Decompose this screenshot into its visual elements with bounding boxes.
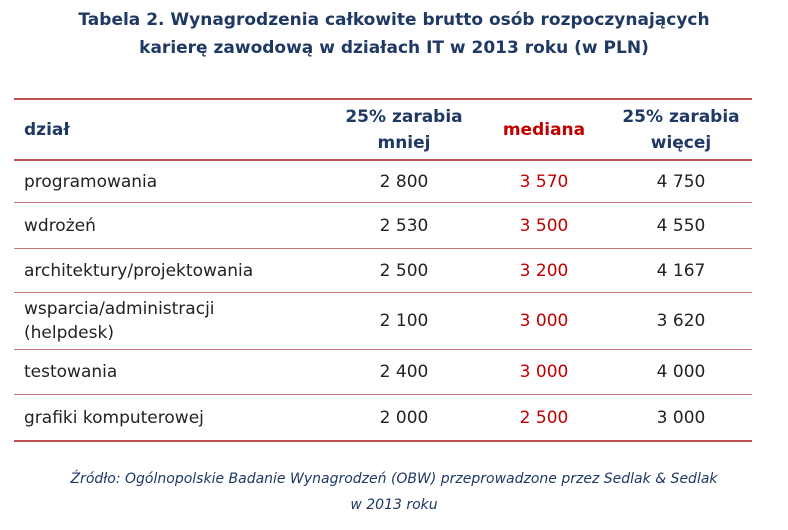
dept-name: grafiki komputerowej xyxy=(24,406,204,430)
dept-cell: grafiki komputerowej xyxy=(24,395,344,440)
dept-name-line-1: grafiki komputerowej xyxy=(24,407,204,428)
high-value: 4 750 xyxy=(656,171,706,192)
table-title: Tabela 2. Wynagrodzenia całkowite brutto… xyxy=(0,6,788,62)
header-median: mediana xyxy=(502,119,586,140)
source-note-line-2: w 2013 roku xyxy=(350,497,438,513)
dept-name: architektury/projektowania xyxy=(24,259,253,283)
dept-name-line-1: programowania xyxy=(24,171,158,192)
header-low: 25% zarabia mniej xyxy=(345,104,462,156)
table-top-rule xyxy=(14,98,752,100)
header-low-line-1: 25% zarabia xyxy=(345,106,463,127)
header-dept-cell: dział xyxy=(24,100,344,159)
median-value: 2 500 xyxy=(519,407,569,428)
high-value: 3 620 xyxy=(656,311,706,331)
dept-cell: wsparcia/administracji (helpdesk) xyxy=(24,293,344,349)
low-value: 2 500 xyxy=(379,260,429,281)
high-value: 4 167 xyxy=(656,260,706,281)
source-note: Źródło: Ogólnopolskie Badanie Wynagrodze… xyxy=(0,466,788,518)
header-median-cell: mediana xyxy=(479,100,609,159)
dept-name: wsparcia/administracji (helpdesk) xyxy=(24,297,215,345)
median-value: 3 000 xyxy=(519,311,569,331)
low-value: 2 400 xyxy=(379,362,429,382)
salary-table: dział 25% zarabia mniej mediana 25% zara… xyxy=(14,98,752,442)
low-value: 2 100 xyxy=(379,311,429,331)
dept-cell: testowania xyxy=(24,350,344,394)
high-value: 3 000 xyxy=(656,407,706,428)
table-row: architektury/projektowania 2 500 3 200 4… xyxy=(14,249,752,292)
low-value: 2 530 xyxy=(379,215,429,236)
table-row: testowania 2 400 3 000 4 000 xyxy=(14,350,752,394)
dept-name-line-1: testowania xyxy=(24,362,118,382)
dept-name: testowania xyxy=(24,360,117,384)
header-rule xyxy=(14,159,752,161)
table-header-row: dział 25% zarabia mniej mediana 25% zara… xyxy=(14,100,752,159)
table-row: wdrożeń 2 530 3 500 4 550 xyxy=(14,203,752,248)
row-separator xyxy=(14,349,752,350)
dept-name-line-1: wsparcia/administracji xyxy=(24,299,215,319)
table-row: programowania 2 800 3 570 4 750 xyxy=(14,161,752,202)
table-title-line-1: Tabela 2. Wynagrodzenia całkowite brutto… xyxy=(78,10,710,30)
median-value: 3 500 xyxy=(519,215,569,236)
header-high-line-1: 25% zarabia xyxy=(622,106,740,127)
header-high-line-2: więcej xyxy=(650,132,712,153)
dept-name: programowania xyxy=(24,170,157,194)
row-separator xyxy=(14,394,752,395)
table-title-line-2: karierę zawodową w działach IT w 2013 ro… xyxy=(139,38,649,58)
header-low-cell: 25% zarabia mniej xyxy=(339,100,469,159)
low-value: 2 800 xyxy=(379,171,429,192)
row-separator xyxy=(14,248,752,249)
table-bottom-rule xyxy=(14,440,752,442)
dept-name: wdrożeń xyxy=(24,214,96,238)
median-value: 3 000 xyxy=(519,362,569,382)
low-value: 2 000 xyxy=(379,407,429,428)
dept-name-line-1: wdrożeń xyxy=(24,215,96,236)
dept-cell: architektury/projektowania xyxy=(24,249,344,292)
source-note-line-1: Źródło: Ogólnopolskie Badanie Wynagrodze… xyxy=(70,471,718,487)
header-high-cell: 25% zarabia więcej xyxy=(610,100,752,159)
high-value: 4 550 xyxy=(656,215,706,236)
table-row: wsparcia/administracji (helpdesk) 2 100 … xyxy=(14,293,752,349)
table-row: grafiki komputerowej 2 000 2 500 3 000 xyxy=(14,395,752,440)
header-dept: dział xyxy=(24,119,70,140)
row-separator xyxy=(14,202,752,203)
median-value: 3 200 xyxy=(519,260,569,281)
header-high: 25% zarabia więcej xyxy=(622,104,739,156)
dept-cell: wdrożeń xyxy=(24,203,344,248)
dept-cell: programowania xyxy=(24,161,344,202)
dept-name-line-1: architektury/projektowania xyxy=(24,260,254,281)
high-value: 4 000 xyxy=(656,362,706,382)
dept-name-line-2: (helpdesk) xyxy=(24,323,114,343)
row-separator xyxy=(14,292,752,293)
header-low-line-2: mniej xyxy=(377,132,431,153)
median-value: 3 570 xyxy=(519,171,569,192)
